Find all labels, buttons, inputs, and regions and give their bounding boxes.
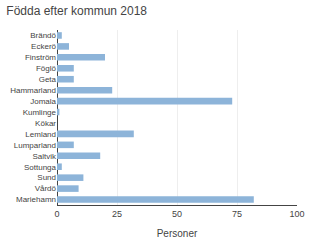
svg-text:Kumlinge: Kumlinge — [23, 108, 57, 117]
svg-text:0: 0 — [54, 209, 59, 219]
svg-text:50: 50 — [172, 209, 182, 219]
svg-text:Mariehamn: Mariehamn — [16, 195, 56, 204]
svg-text:75: 75 — [232, 209, 242, 219]
svg-text:Sottunga: Sottunga — [24, 163, 57, 172]
svg-text:25: 25 — [112, 209, 122, 219]
svg-text:Saltvik: Saltvik — [32, 152, 57, 161]
svg-text:Födda efter kommun 2018: Födda efter kommun 2018 — [6, 4, 147, 18]
svg-text:Föglö: Föglö — [36, 64, 57, 73]
svg-text:Sund: Sund — [37, 173, 56, 182]
svg-text:100: 100 — [289, 209, 304, 219]
svg-text:Finström: Finström — [25, 53, 56, 62]
svg-text:Hammarland: Hammarland — [10, 86, 56, 95]
svg-text:Lumparland: Lumparland — [14, 141, 56, 150]
svg-text:Geta: Geta — [39, 75, 57, 84]
svg-text:Eckerö: Eckerö — [31, 42, 56, 51]
svg-text:Lemland: Lemland — [25, 130, 56, 139]
svg-text:Brändö: Brändö — [30, 31, 56, 40]
svg-text:Jomala: Jomala — [30, 97, 56, 106]
svg-text:Personer: Personer — [157, 228, 198, 239]
svg-text:Kökar: Kökar — [35, 119, 56, 128]
svg-text:Vårdö: Vårdö — [35, 184, 57, 193]
